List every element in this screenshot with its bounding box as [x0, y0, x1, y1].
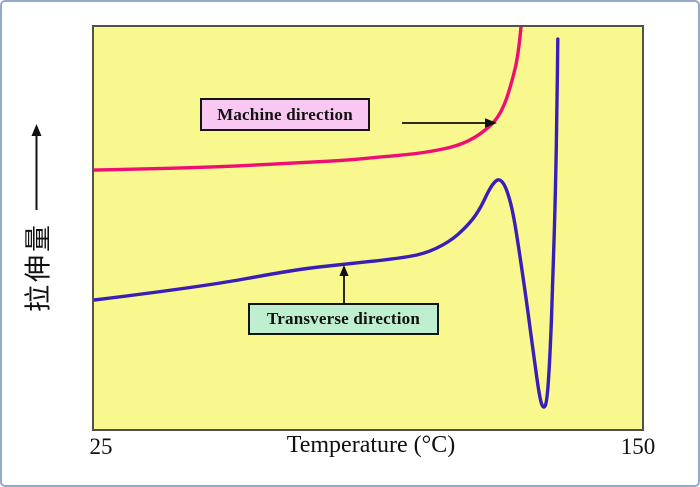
machine-direction-curve	[94, 27, 523, 172]
x-tick-min: 25	[89, 434, 113, 459]
machine-direction-label: Machine direction	[200, 98, 370, 131]
y-axis-label-text: 拉伸量	[23, 222, 54, 312]
transverse-direction-curve	[94, 37, 560, 409]
y-axis-label-inner: 拉伸量	[17, 124, 56, 312]
transverse-direction-label: Transverse direction	[248, 303, 439, 335]
machine-arrow-icon	[402, 118, 497, 128]
chart-canvas	[94, 27, 560, 409]
x-tick-max: 150	[620, 434, 656, 459]
plot-area	[92, 25, 644, 431]
y-axis-arrow-head	[31, 124, 41, 136]
transverse-arrow-icon	[339, 265, 349, 304]
y-axis-arrow-icon	[31, 124, 41, 210]
x-axis-title: Temperature (°C)	[286, 432, 456, 458]
y-axis-arrow-shaft	[35, 136, 37, 210]
